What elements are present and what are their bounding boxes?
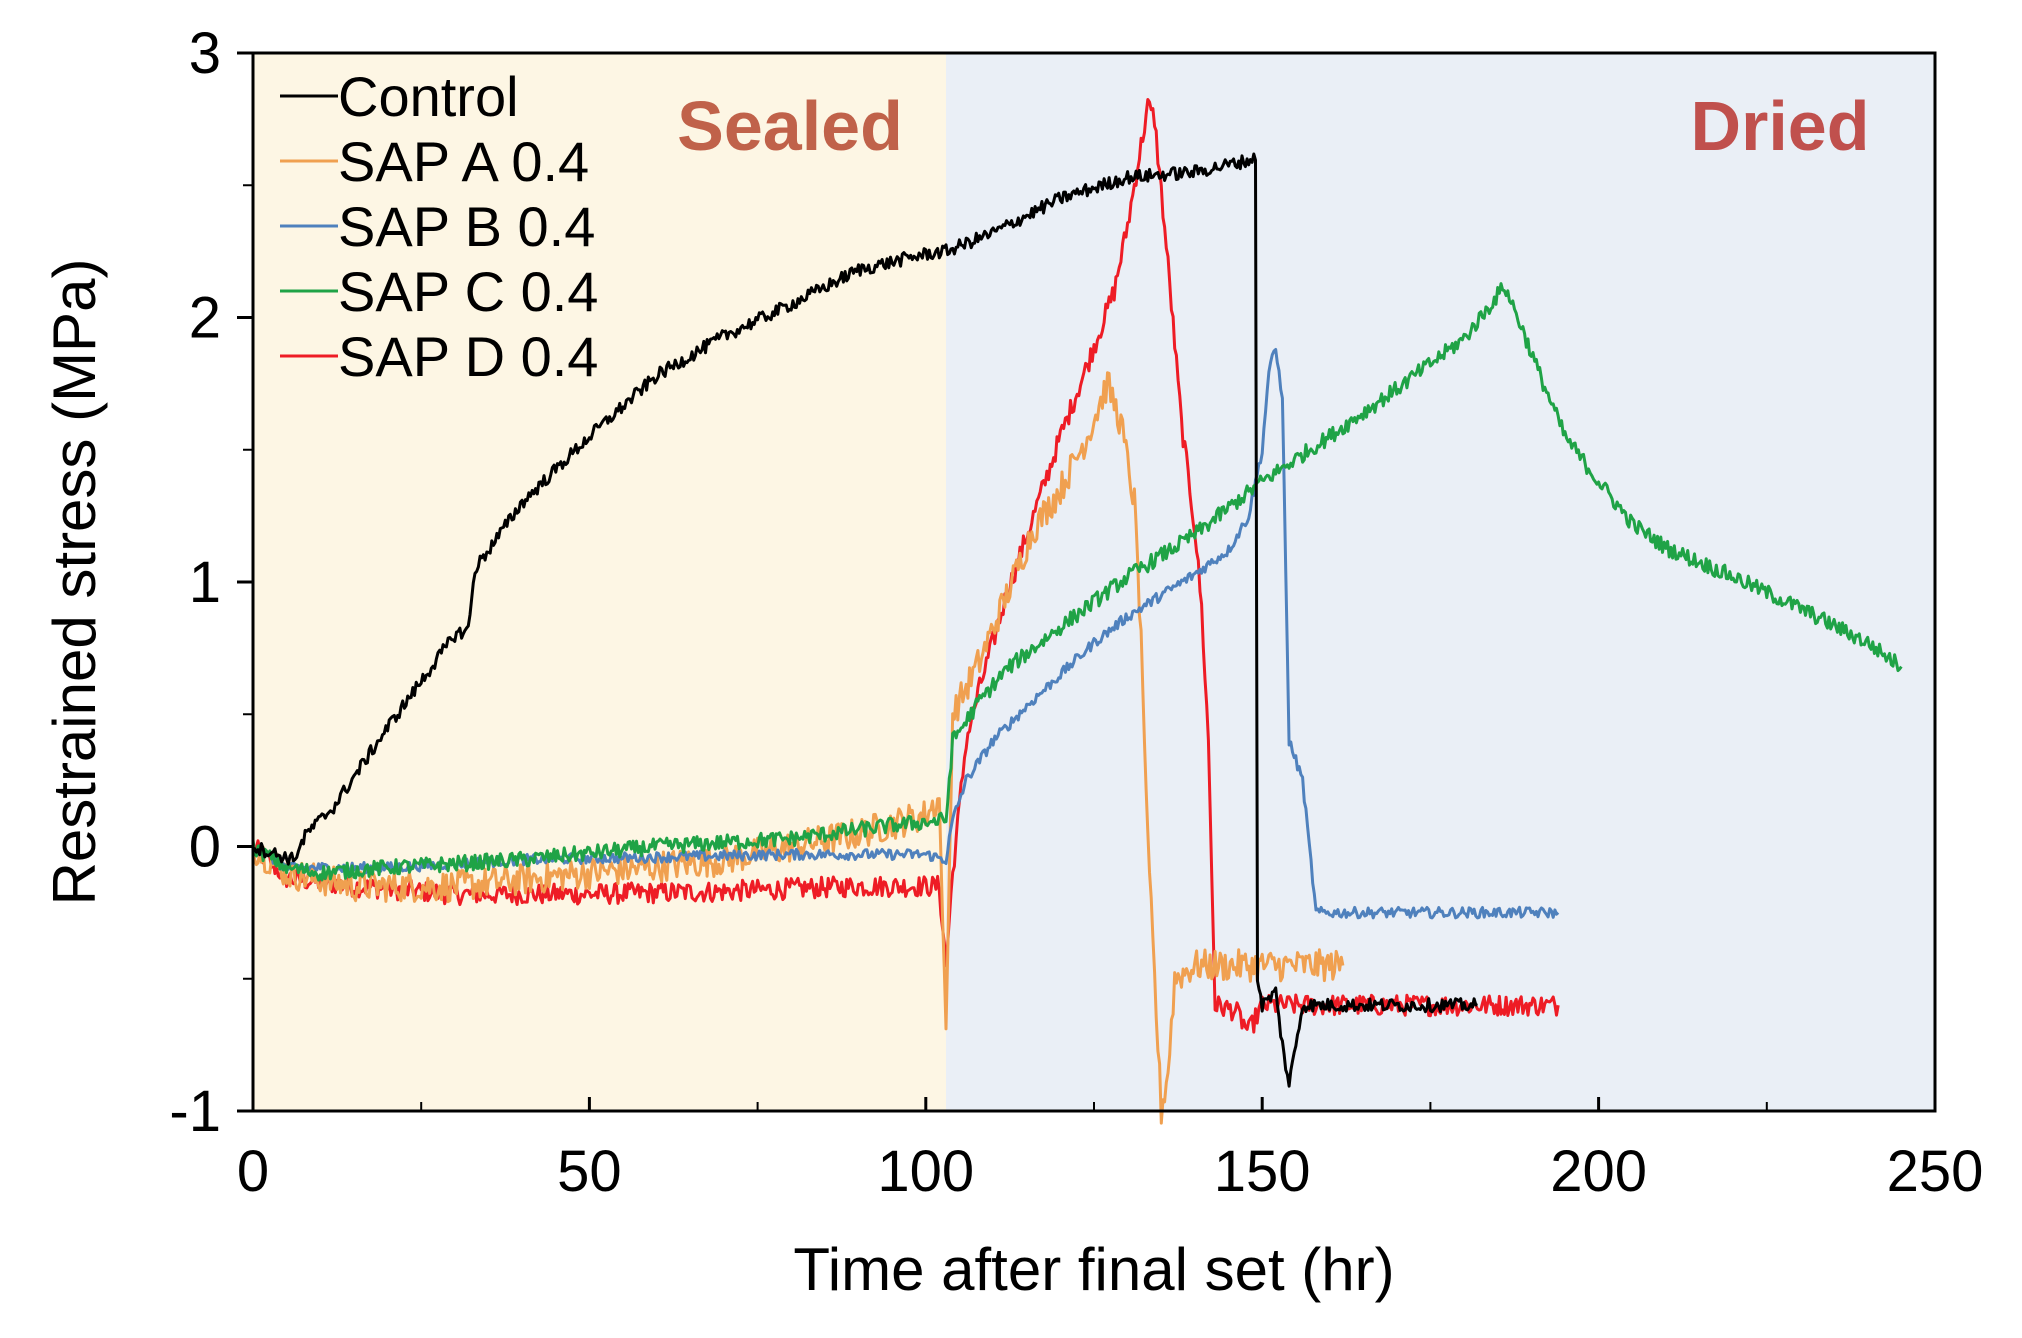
legend-label-sap-c-0-4: SAP C 0.4 [338, 260, 598, 323]
legend-label-sap-b-0-4: SAP B 0.4 [338, 195, 595, 258]
y-tick-label: 1 [189, 550, 221, 615]
legend-label-sap-d-0-4: SAP D 0.4 [338, 325, 598, 388]
region-dried-background [945, 53, 1935, 1111]
series-line-sap-a-0-4 [251, 371, 1345, 1125]
region-backgrounds [253, 53, 1935, 1111]
legend-label-control: Control [338, 65, 519, 128]
region-sealed-background [253, 53, 946, 1111]
axis-ticks [237, 51, 1937, 1113]
x-axis-title: Time after final set (hr) [793, 1236, 1394, 1303]
region-label-sealed: Sealed [677, 87, 903, 165]
x-tick-label: 150 [1214, 1139, 1311, 1204]
y-tick-label: 2 [189, 286, 221, 351]
y-tick-label: -1 [169, 1079, 221, 1144]
x-tick-label: 100 [877, 1139, 974, 1204]
series-lines [251, 98, 1903, 1125]
region-label-dried: Dried [1691, 87, 1870, 165]
y-tick-label: 3 [189, 21, 221, 86]
x-tick-label: 250 [1887, 1139, 1984, 1204]
legend-label-sap-a-0-4: SAP A 0.4 [338, 130, 589, 193]
y-tick-label: 0 [189, 815, 221, 880]
y-axis-title: Restrained stress (MPa) [41, 259, 108, 906]
x-tick-label: 50 [557, 1139, 622, 1204]
x-tick-label: 200 [1550, 1139, 1647, 1204]
x-tick-label: 0 [237, 1139, 269, 1204]
region-labels: Sealed Dried [677, 87, 1869, 165]
series-line-sap-c-0-4 [251, 282, 1903, 882]
series-line-control [252, 152, 1478, 1088]
